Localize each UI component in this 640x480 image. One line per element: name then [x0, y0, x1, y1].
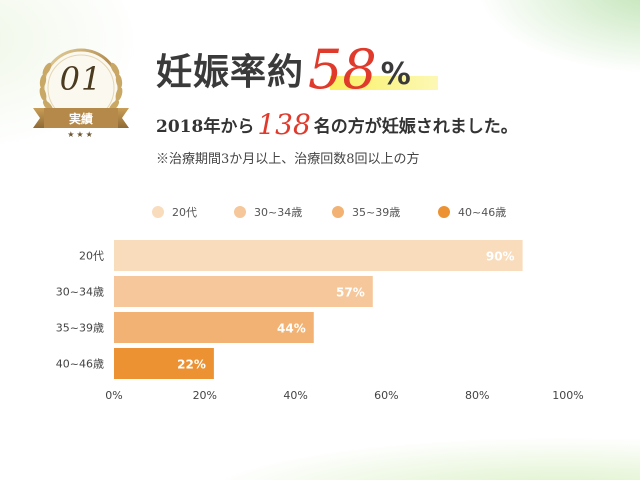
legend-swatch [152, 206, 164, 218]
category-label: 20代 [79, 250, 104, 263]
legend-item: 35~39歳 [332, 203, 400, 221]
value-label: 44% [277, 322, 306, 336]
legend-item: 30~34歳 [234, 203, 302, 221]
bar [114, 348, 214, 379]
subline-prefix: 2018年から [156, 117, 255, 137]
category-label: 35~39歳 [56, 322, 104, 335]
subline-count: 138 [257, 108, 311, 141]
x-tick-label: 20% [193, 389, 217, 402]
headline-percent-sign: % [380, 57, 411, 92]
legend-swatch [332, 206, 344, 218]
legend-swatch [438, 206, 450, 218]
legend-item: 40~46歳 [438, 203, 506, 221]
legend-label: 35~39歳 [352, 206, 401, 219]
footnote: ※治療期間3か月以上、治療回数8回以上の方 [156, 152, 420, 167]
x-tick-label: 0% [105, 389, 122, 402]
bar [114, 240, 523, 271]
bar [114, 276, 373, 307]
legend-label: 40~46歳 [458, 206, 507, 219]
headline-text: 妊娠率約 [156, 52, 305, 93]
category-label: 30~34歳 [56, 286, 104, 299]
headline: 妊娠率約58% [156, 34, 411, 101]
chart-legend: 20代 30~34歳 35~39歳 40~46歳 [152, 203, 592, 221]
value-label: 22% [177, 358, 206, 372]
chart-panel: 20代 30~34歳 35~39歳 40~46歳 20代 90% 30~34歳 57%… [30, 185, 612, 433]
subline: 2018年から 138 名の方が妊娠されました。 [156, 106, 518, 141]
legend-swatch [234, 206, 246, 218]
laurel-medal-icon [33, 48, 129, 128]
x-tick-label: 80% [465, 389, 489, 402]
x-tick-label: 100% [552, 389, 583, 402]
achievement-medal: 01 実績 ★★★ [30, 38, 140, 146]
star-rating-icon: ★★★ [67, 130, 95, 139]
legend-label: 20代 [172, 206, 197, 219]
value-label: 57% [336, 286, 365, 300]
x-tick-label: 60% [374, 389, 398, 402]
legend-item: 20代 [152, 203, 197, 221]
headline-percent: 58 [308, 38, 377, 101]
headline-highlight [330, 76, 438, 90]
bar [114, 312, 314, 343]
x-tick-label: 40% [283, 389, 307, 402]
subline-suffix: 名の方が妊娠されました。 [313, 117, 518, 137]
bar-chart: 20代 90% 30~34歳 57% 35~39歳 44% 40~46歳 22% 0% 20% 40… [56, 240, 584, 402]
medal-label: 実績 [68, 112, 93, 126]
legend-label: 30~34歳 [254, 206, 303, 219]
value-label: 90% [486, 250, 515, 264]
category-label: 40~46歳 [56, 358, 104, 371]
medal-number: 01 [59, 60, 103, 98]
